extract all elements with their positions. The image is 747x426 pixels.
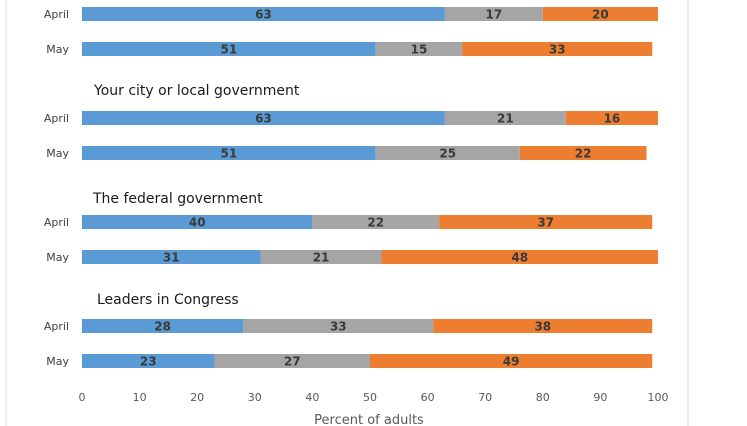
bar-segment [82,319,244,333]
data-label: 51 [221,147,238,161]
data-label: 33 [330,320,347,334]
bar-segment [381,250,658,264]
bar-segment [82,146,376,160]
x-tick-label: 60 [421,391,435,404]
bar-segment [82,354,215,368]
bar-segment [260,250,382,264]
bar-segment [375,146,520,160]
row-label-april: April [44,320,69,333]
x-tick-label: 20 [190,391,204,404]
data-label: 38 [534,320,551,334]
data-label: 51 [221,43,238,57]
x-tick-label: 0 [79,391,86,404]
bar-segment [82,111,445,125]
group-title-leaders-in-congress: Leaders in Congress [97,292,239,308]
data-label: 22 [575,147,592,161]
row-label-may: May [46,251,69,264]
row-label-may: May [46,43,69,56]
bar-segment [82,215,313,229]
data-label: 48 [511,251,528,265]
data-label: 23 [140,355,157,369]
bar-segment [375,42,463,56]
bar-segment [82,42,376,56]
data-label: 21 [497,112,514,126]
x-tick-label: 80 [536,391,550,404]
data-label: 20 [592,8,609,22]
bar-segment [542,7,658,21]
bar-segment [565,111,658,125]
data-label: 28 [154,320,171,334]
row-label-may: May [46,147,69,160]
bars-layer [82,7,658,368]
x-tick-label: 50 [363,391,377,404]
bar-segment [82,7,445,21]
data-label: 33 [549,43,566,57]
data-label: 40 [189,216,206,230]
bar-segment [82,250,261,264]
data-label: 25 [439,147,456,161]
row-label-may: May [46,355,69,368]
data-label: 49 [503,355,520,369]
bar-segment [444,111,566,125]
data-label: 21 [313,251,330,265]
x-tick-label: 30 [248,391,262,404]
group-title-the-federal-government: The federal government [92,191,263,207]
row-label-april: April [44,112,69,125]
bar-segment [243,319,434,333]
data-label: 31 [163,251,180,265]
data-label: 15 [411,43,428,57]
labels-layer: April 63 17 20 May 51 15 33 Your city or local g… [44,8,620,369]
x-tick-label: 10 [133,391,147,404]
bar-segment [444,7,543,21]
x-axis: 0 10 20 30 40 50 60 70 80 90 100 [79,391,669,404]
x-tick-label: 40 [305,391,319,404]
data-label: 63 [255,112,272,126]
data-label: 16 [604,112,621,126]
data-label: 22 [367,216,384,230]
x-tick-label: 90 [593,391,607,404]
bar-segment [519,146,647,160]
row-label-april: April [44,216,69,229]
bar-segment [462,42,653,56]
data-label: 27 [284,355,301,369]
data-label: 37 [537,216,554,230]
bar-segment [214,354,370,368]
x-tick-label: 100 [648,391,669,404]
row-label-april: April [44,8,69,21]
bar-segment [370,354,653,368]
bar-segment [439,215,653,229]
x-axis-title: Percent of adults [314,413,424,426]
data-label: 63 [255,8,272,22]
group-title-your-city-or-local-government: Your city or local government [93,83,300,99]
data-label: 17 [485,8,502,22]
x-tick-label: 70 [478,391,492,404]
bar-segment [433,319,653,333]
bar-segment [312,215,440,229]
